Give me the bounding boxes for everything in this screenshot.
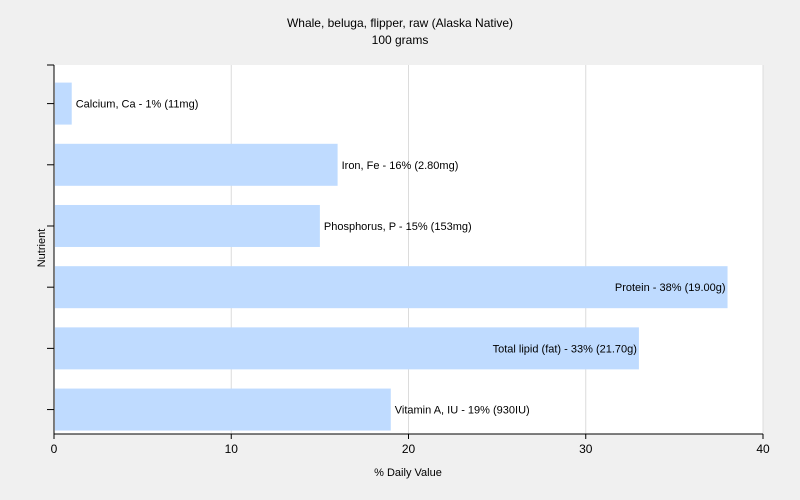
x-tick-label: 10 — [225, 442, 239, 456]
bar — [55, 82, 72, 125]
bar-label: Vitamin A, IU - 19% (930IU) — [395, 405, 530, 417]
bars: Calcium, Ca - 1% (11mg) Iron, Fe - 16% (2… — [55, 82, 728, 431]
bar — [55, 388, 391, 431]
bar-label: Phosphorus, P - 15% (153mg) — [324, 221, 472, 233]
x-tick-label: 40 — [756, 442, 770, 456]
x-axis-label: % Daily Value — [374, 467, 442, 479]
bar-label: Protein - 38% (19.00g) — [615, 282, 726, 294]
grid-lines — [54, 65, 764, 434]
chart-title: Whale, beluga, flipper, raw (Alaska Nati… — [287, 16, 513, 30]
x-tick-label: 20 — [402, 442, 416, 456]
y-axis-label: Nutrient — [36, 229, 48, 268]
bar — [55, 143, 338, 186]
bar — [55, 266, 728, 309]
x-tick-label: 30 — [579, 442, 593, 456]
chart-subtitle: 100 grams — [372, 33, 429, 47]
bar — [55, 327, 639, 370]
x-tick-label: 0 — [51, 442, 58, 456]
bar-label: Total lipid (fat) - 33% (21.70g) — [493, 343, 637, 355]
bar-label: Iron, Fe - 16% (2.80mg) — [342, 160, 459, 172]
axes: 0 10 20 30 40 — [47, 64, 770, 456]
bar-label: Calcium, Ca - 1% (11mg) — [76, 99, 199, 111]
bar — [55, 204, 320, 247]
